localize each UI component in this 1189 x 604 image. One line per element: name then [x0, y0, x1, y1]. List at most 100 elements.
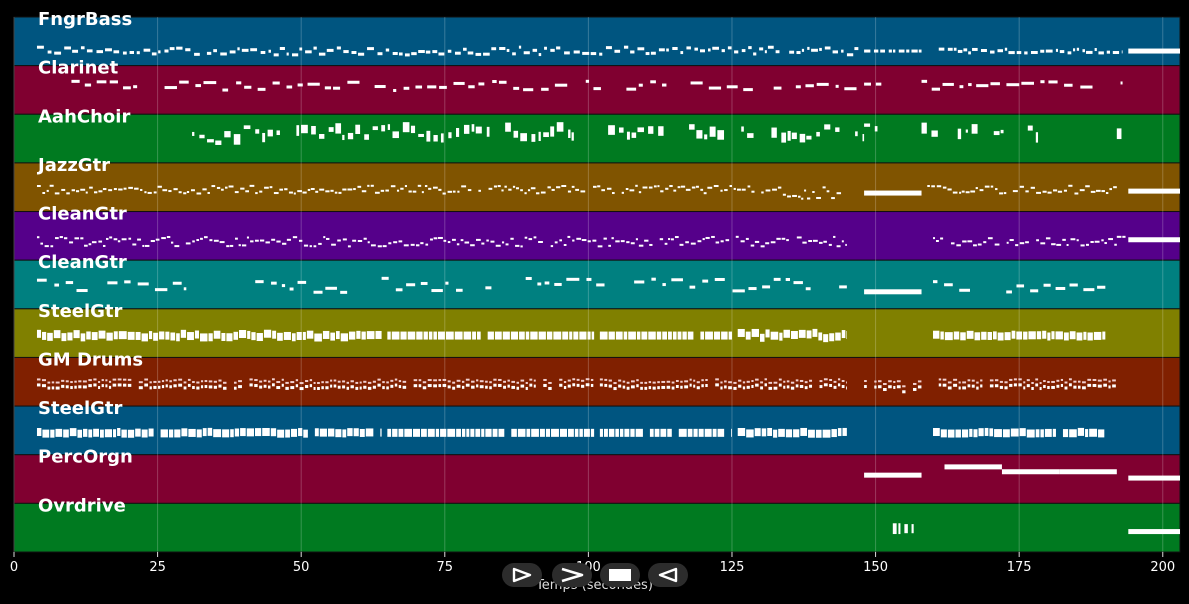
note — [1079, 189, 1085, 192]
note — [178, 378, 183, 381]
note — [793, 281, 803, 285]
note — [326, 48, 334, 52]
note — [398, 52, 403, 56]
note — [158, 380, 161, 383]
note — [392, 428, 398, 437]
note — [288, 191, 293, 194]
note — [738, 384, 742, 388]
note — [981, 331, 987, 340]
note — [773, 86, 782, 90]
note — [174, 429, 181, 438]
note — [402, 385, 407, 389]
note — [181, 428, 188, 437]
note — [896, 385, 901, 389]
note — [80, 46, 85, 50]
note — [207, 191, 210, 194]
note — [580, 190, 586, 193]
note — [228, 185, 234, 188]
note — [968, 83, 972, 87]
note — [544, 46, 547, 50]
note — [190, 189, 195, 192]
note — [623, 331, 628, 340]
note — [390, 185, 396, 188]
note — [777, 186, 782, 189]
note — [765, 189, 771, 192]
note — [1021, 81, 1034, 85]
note — [342, 238, 347, 241]
note — [420, 242, 424, 245]
note — [687, 331, 694, 340]
note — [799, 379, 804, 382]
note — [178, 191, 182, 194]
note — [760, 245, 765, 248]
note — [538, 53, 542, 57]
note — [770, 241, 776, 244]
note — [502, 331, 510, 340]
note — [746, 380, 750, 383]
note — [93, 428, 100, 437]
note — [806, 330, 812, 339]
note — [106, 332, 113, 341]
play-button[interactable] — [502, 563, 542, 587]
note — [333, 384, 337, 388]
stop-button[interactable] — [600, 563, 640, 587]
note — [864, 123, 871, 127]
note — [523, 88, 534, 92]
note — [661, 385, 666, 389]
note — [489, 381, 492, 384]
note — [370, 244, 376, 247]
note — [249, 184, 255, 187]
note — [1128, 48, 1180, 54]
note — [372, 385, 376, 389]
note — [221, 188, 224, 191]
note — [315, 190, 319, 193]
note — [1102, 331, 1106, 340]
note — [828, 243, 832, 246]
note — [743, 88, 753, 92]
fast-forward-button[interactable] — [552, 563, 592, 587]
note — [783, 380, 786, 383]
note — [1019, 242, 1025, 245]
note — [765, 329, 770, 338]
note — [121, 429, 127, 438]
note — [366, 331, 375, 340]
note — [161, 237, 166, 240]
note — [467, 51, 474, 55]
note — [235, 237, 238, 240]
note — [729, 184, 732, 187]
note — [465, 378, 470, 381]
note — [720, 240, 724, 243]
note — [811, 48, 818, 52]
note — [147, 191, 152, 194]
note — [295, 379, 299, 382]
note — [773, 381, 778, 384]
note — [904, 524, 908, 534]
note — [105, 379, 108, 382]
note — [556, 122, 564, 132]
note — [1122, 235, 1126, 238]
note — [824, 124, 831, 130]
note — [603, 428, 608, 437]
note — [1064, 386, 1068, 390]
note — [1073, 385, 1077, 389]
note — [540, 191, 546, 194]
note — [529, 378, 533, 381]
note — [815, 429, 822, 438]
rewind-button[interactable] — [648, 563, 688, 587]
track-label: FngrBass — [38, 9, 132, 30]
note — [313, 381, 316, 384]
note — [940, 237, 944, 240]
note — [122, 51, 127, 55]
note — [790, 381, 795, 384]
note — [233, 381, 237, 384]
note — [604, 378, 608, 381]
note — [468, 85, 475, 89]
note — [173, 384, 177, 388]
note — [675, 384, 679, 388]
note — [447, 380, 451, 383]
note — [400, 331, 407, 340]
note — [113, 331, 118, 340]
note — [931, 130, 938, 137]
note — [533, 384, 536, 388]
note — [967, 384, 971, 388]
